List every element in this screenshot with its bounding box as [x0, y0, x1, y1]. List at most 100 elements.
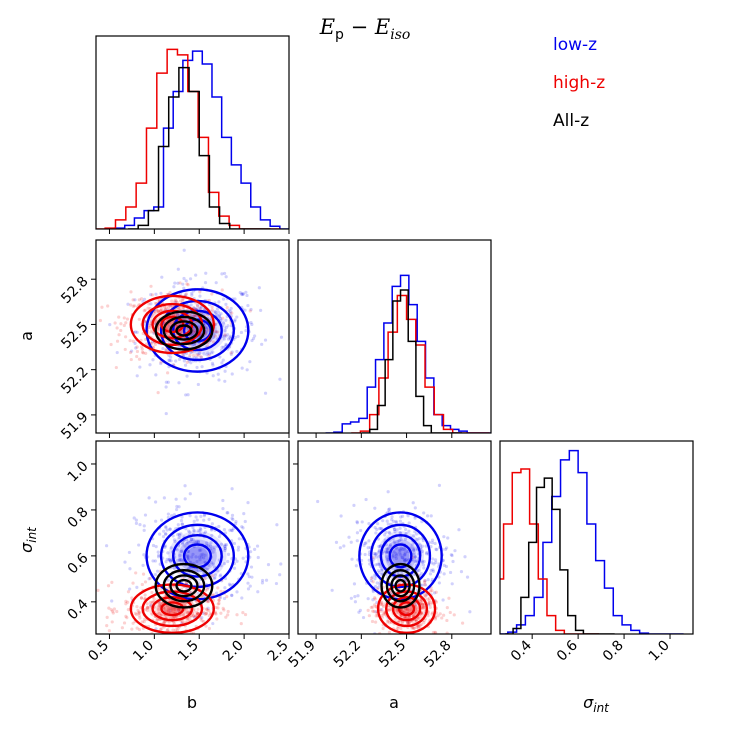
scatter-point	[463, 555, 467, 559]
scatter-point	[182, 286, 186, 290]
scatter-point	[416, 607, 420, 611]
scatter-point	[240, 292, 244, 296]
scatter-point	[442, 613, 446, 617]
scatter-point	[240, 596, 244, 600]
scatter-point	[230, 487, 234, 491]
scatter-point	[199, 355, 203, 359]
scatter-point	[181, 282, 185, 286]
scatter-point	[442, 535, 446, 539]
scatter-point	[149, 603, 153, 607]
scatter-point	[178, 558, 182, 563]
scatter-point	[418, 543, 422, 547]
contour-high-z	[391, 596, 422, 622]
scatter-point	[423, 583, 427, 587]
scatter-point	[399, 546, 404, 550]
scatter-point	[140, 620, 144, 624]
scatter-point	[390, 518, 394, 522]
scatter-point	[447, 596, 451, 600]
scatter-point	[387, 530, 391, 534]
scatter-point	[388, 543, 393, 547]
scatter-point	[430, 577, 434, 582]
scatter-point	[240, 292, 244, 297]
scatter-point	[195, 612, 200, 616]
scatter-point	[148, 323, 152, 327]
scatter-point	[347, 535, 351, 539]
histogram-high-z-b	[96, 48, 281, 229]
scatter-point	[194, 273, 198, 277]
scatter-point	[153, 572, 158, 577]
scatter-point	[247, 575, 251, 579]
scatter-point	[221, 606, 225, 610]
scatter-point	[216, 330, 220, 334]
scatter-point	[266, 562, 271, 567]
scatter-point	[170, 299, 174, 303]
scatter-point	[164, 609, 169, 613]
scatter-point	[154, 292, 158, 296]
scatter-point	[363, 552, 367, 557]
panel-b-sigma_int: 0.5 1.0 1.5 2.0 2.50.40.60.81.0	[65, 440, 292, 665]
scatter-point	[168, 291, 172, 295]
scatter-point	[196, 304, 200, 308]
scatter-point	[188, 615, 192, 619]
scatter-point	[445, 605, 449, 610]
scatter-point	[415, 559, 419, 563]
scatter-point	[414, 619, 418, 623]
scatter-point	[221, 498, 225, 503]
legend-entry-high-z: high-z	[553, 73, 605, 93]
scatter-point	[176, 307, 181, 311]
scatter-point	[356, 594, 360, 598]
scatter-point	[398, 548, 403, 552]
scatter-point	[410, 543, 414, 547]
scatter-point	[349, 540, 353, 544]
scatter-point	[244, 290, 248, 294]
scatter-point	[184, 293, 188, 297]
scatter-point	[140, 347, 144, 351]
scatter-point	[352, 582, 357, 586]
scatter-point	[226, 552, 231, 556]
scatter-point	[422, 603, 426, 607]
scatter-point	[138, 365, 142, 369]
scatter-point	[420, 602, 424, 606]
scatter-point	[433, 558, 438, 562]
scatter-point	[241, 292, 245, 296]
scatter-point	[230, 516, 234, 520]
scatter-point	[210, 593, 214, 597]
scatter-point	[408, 643, 411, 646]
scatter-point	[189, 631, 193, 634]
scatter-point	[372, 551, 376, 556]
scatter-point	[404, 616, 408, 620]
scatter-point	[149, 330, 153, 334]
scatter-point	[219, 542, 224, 546]
scatter-point	[363, 541, 367, 546]
scatter-point	[412, 548, 416, 552]
scatter-point	[235, 613, 239, 617]
scatter-point	[377, 550, 381, 554]
scatter-point	[369, 579, 373, 583]
scatter-point	[226, 609, 230, 614]
scatter-point	[372, 609, 376, 614]
scatter-point	[381, 604, 386, 609]
scatter-point	[407, 651, 410, 654]
scatter-point	[442, 563, 446, 567]
scatter-point	[427, 599, 432, 603]
scatter-point	[155, 617, 160, 621]
scatter-point	[185, 374, 189, 378]
scatter-point	[100, 305, 104, 309]
scatter-point	[196, 569, 200, 573]
scatter-point	[223, 329, 227, 333]
scatter-point	[137, 610, 141, 614]
scatter-point	[105, 624, 109, 628]
scatter-point	[235, 315, 239, 319]
scatter-point	[180, 515, 184, 519]
scatter-point	[148, 363, 152, 367]
scatter-point	[181, 306, 185, 310]
scatter-point	[231, 517, 235, 522]
scatter-point	[196, 539, 201, 544]
scatter-point	[241, 526, 245, 530]
scatter-point	[172, 538, 177, 542]
panel-sigma_int-sigma_int: 0.4 0.6 0.8 1.0	[499, 440, 694, 665]
scatter-point	[459, 570, 464, 574]
scatter-point	[149, 293, 153, 297]
contour-all-z	[169, 574, 199, 598]
scatter-point	[170, 514, 174, 518]
